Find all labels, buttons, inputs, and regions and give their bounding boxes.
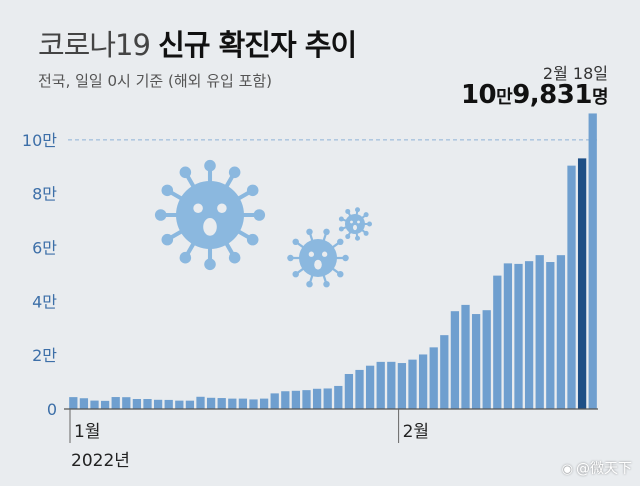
bar — [556, 255, 566, 409]
bar — [132, 399, 142, 409]
bar — [334, 385, 343, 409]
bar — [387, 361, 396, 409]
y-tick-label: 2만 — [32, 346, 57, 365]
y-tick-label: 6만 — [32, 239, 57, 258]
bar — [153, 399, 163, 409]
callout-value: 10만9,831명 — [460, 80, 609, 110]
bar — [503, 263, 513, 409]
callout-unit-person: 명 — [591, 87, 609, 108]
bar — [122, 397, 131, 409]
bar — [281, 391, 290, 409]
bar — [429, 347, 438, 409]
x-axis-year: 2022년 — [71, 451, 130, 471]
y-tick-label: 10만 — [22, 131, 57, 150]
y-tick-label: 4만 — [32, 292, 57, 311]
virus-icon — [338, 207, 372, 241]
bar — [185, 400, 195, 409]
bar — [355, 369, 364, 409]
bar — [546, 262, 555, 409]
bar — [143, 399, 152, 409]
bar — [111, 397, 120, 409]
bar — [376, 361, 385, 409]
bar — [175, 400, 184, 409]
title-light: 코로나19 — [38, 28, 159, 62]
bar — [418, 354, 428, 409]
bar — [238, 398, 248, 409]
bar — [397, 363, 407, 409]
y-tick-label: 8만 — [32, 185, 57, 204]
bar — [79, 398, 89, 409]
bar — [291, 390, 301, 409]
axes: 0 2만 4만 6만 8만 10만 1월 2월 2022년 — [22, 131, 598, 471]
bar — [217, 398, 226, 409]
bar — [567, 165, 576, 409]
bar — [164, 399, 173, 409]
bar — [69, 397, 78, 409]
bar — [249, 399, 258, 409]
virus-illustration — [154, 159, 372, 288]
bar — [577, 158, 587, 409]
bar — [206, 397, 216, 409]
bar — [100, 400, 110, 409]
bar — [90, 400, 99, 409]
chart-subtitle: 전국, 일일 0시 기준 (해외 유입 포함) — [38, 72, 273, 90]
bar — [228, 398, 237, 409]
x-tick-label: 1월 — [74, 422, 100, 442]
virus-icon — [287, 228, 349, 288]
bar — [440, 335, 449, 409]
x-tick-label: 2월 — [403, 422, 429, 442]
callout-date: 2월 18일 — [542, 64, 608, 83]
bar — [535, 255, 544, 409]
bar — [450, 311, 460, 409]
bars — [69, 113, 597, 409]
watermark-text: @微天下 — [576, 461, 632, 477]
bar — [514, 263, 523, 409]
chart-title: 코로나19 신규 확진자 추이 — [38, 22, 357, 64]
bar — [461, 304, 470, 409]
callout-value-man: 10 — [460, 80, 497, 110]
bar — [259, 398, 269, 409]
bar — [323, 388, 332, 409]
bar — [344, 373, 354, 409]
bar — [493, 275, 502, 409]
bar — [312, 388, 322, 409]
virus-icon — [154, 159, 266, 271]
bar — [196, 396, 205, 409]
bar — [270, 393, 279, 409]
bar — [524, 261, 534, 409]
bar — [471, 314, 481, 409]
bar — [588, 113, 597, 409]
title-bold: 신규 확진자 추이 — [158, 28, 357, 62]
bar — [365, 365, 375, 409]
bar — [408, 359, 417, 409]
y-tick-label: 0 — [47, 400, 57, 419]
bar — [482, 310, 491, 409]
watermark: ◉ @微天下 — [562, 458, 632, 478]
bar — [302, 390, 311, 409]
weibo-logo-icon: ◉ — [561, 462, 573, 477]
callout-value-rest: 9,831 — [512, 80, 592, 110]
callout-unit-man: 만 — [496, 87, 513, 108]
